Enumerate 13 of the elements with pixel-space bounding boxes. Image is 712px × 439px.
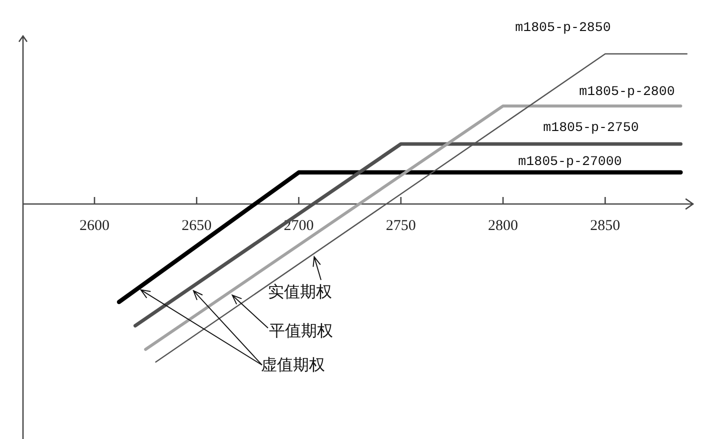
annotation: 实值期权 [268,284,332,301]
series-label: m1805-p-2750 [543,120,639,135]
x-tick-label: 2700 [284,218,314,234]
x-tick-label: 2800 [488,218,518,234]
series-label: m1805-p-2850 [515,20,611,35]
annotation: 虚值期权 [261,357,325,374]
x-tick-label: 2650 [182,218,212,234]
series-label: m1805-p-27000 [518,154,622,169]
x-tick-label: 2750 [386,218,416,234]
x-tick-label: 2850 [590,218,620,234]
annotation: 平值期权 [269,323,333,340]
x-tick-label: 2600 [80,218,110,234]
series-label: m1805-p-2800 [579,84,675,99]
